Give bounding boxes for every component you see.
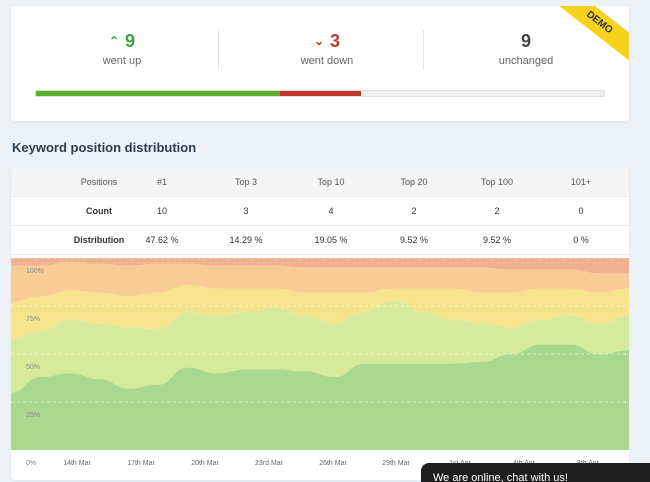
chart-svg: 100% 75% 50% 25% 0% 14th Mar 17th Mar 20th Mar 2… <box>11 257 629 467</box>
table-cell: 0 % <box>573 235 589 245</box>
x-tick-label: 23rd Mar <box>255 460 284 467</box>
area-band-0 <box>11 344 629 450</box>
y-tick-label: 75% <box>26 316 40 323</box>
x-tick-label: 17th Mar <box>127 460 155 467</box>
table-cell: 4 <box>328 206 334 216</box>
column-header: Top 20 <box>400 177 428 187</box>
summary-card: ⌃ 9 went up ⌄ 3 went down 9 unchanged DEMO <box>11 6 629 121</box>
column-header: 101+ <box>570 177 592 187</box>
chevron-down-icon: ⌄ <box>313 34 325 48</box>
table-cell: 14.29 % <box>229 235 263 245</box>
divider <box>423 30 424 70</box>
unchanged-stat: 9 unchanged <box>423 30 629 67</box>
column-header: Top 10 <box>317 177 345 187</box>
distribution-card: Positions #1 Top 3 Top 10 Top 20 Top 100… <box>11 168 629 480</box>
unchanged-count: 9 <box>520 31 531 51</box>
went-up-stat: ⌃ 9 went up <box>19 30 225 67</box>
unchanged-label: unchanged <box>498 55 554 67</box>
went-down-stat: ⌄ 3 went down <box>224 30 430 67</box>
distribution-table: Positions #1 Top 3 Top 10 Top 20 Top 100… <box>11 168 629 255</box>
divider <box>218 30 219 70</box>
area-band-4 <box>11 258 629 274</box>
progress-unchanged-segment <box>361 91 604 96</box>
table-cell: 0 <box>578 206 584 216</box>
column-header: Top 100 <box>480 177 514 187</box>
distribution-row: Distribution 47.62 % 14.29 % 19.05 % 9.5… <box>11 226 629 255</box>
y-tick-label: 0% <box>26 460 36 467</box>
area-band-2 <box>11 284 629 339</box>
table-cell: 9.52 % <box>482 235 512 245</box>
y-tick-label: 100% <box>26 268 44 275</box>
area-band-1 <box>11 300 629 393</box>
chevron-up-icon: ⌃ <box>108 34 120 48</box>
table-cell: 19.05 % <box>314 235 348 245</box>
table-cell: 2 <box>494 206 500 216</box>
went-down-count: 3 <box>330 31 341 51</box>
column-header: #1 <box>156 177 167 187</box>
movement-progress-bar <box>35 90 605 97</box>
count-row: Count 10 3 4 2 2 0 <box>11 197 629 226</box>
table-cell: 3 <box>243 206 249 216</box>
went-down-label: went down <box>300 55 354 67</box>
went-up-label: went up <box>102 55 142 67</box>
row-label: Distribution <box>73 235 125 245</box>
table-cell: 47.62 % <box>145 235 179 245</box>
x-tick-label: 29th Mar <box>382 460 410 467</box>
progress-up-segment <box>36 91 281 96</box>
area-band-3 <box>11 261 629 303</box>
x-tick-label: 14th Mar <box>63 460 91 467</box>
table-cell: 10 <box>156 206 167 216</box>
y-tick-label: 25% <box>26 412 40 419</box>
row-label: Count <box>86 206 112 216</box>
table-cell: 2 <box>411 206 417 216</box>
chat-widget[interactable]: We are online, chat with us! <box>421 463 650 482</box>
column-header: Top 3 <box>234 177 258 187</box>
positions-header: Positions <box>80 177 118 187</box>
progress-down-segment <box>280 91 362 96</box>
section-title: Keyword position distribution <box>12 140 197 155</box>
table-cell: 9.52 % <box>399 235 429 245</box>
table-header-row: Positions #1 Top 3 Top 10 Top 20 Top 100… <box>11 168 629 197</box>
x-tick-label: 26th Mar <box>319 460 347 467</box>
chat-widget-text[interactable]: We are online, chat with us! <box>433 472 568 482</box>
x-tick-label: 20th Mar <box>191 460 219 467</box>
went-up-count: 9 <box>125 31 136 51</box>
y-tick-label: 50% <box>26 364 40 371</box>
distribution-area-chart: 100% 75% 50% 25% 0% 14th Mar 17th Mar 20th Mar 2… <box>11 257 629 480</box>
